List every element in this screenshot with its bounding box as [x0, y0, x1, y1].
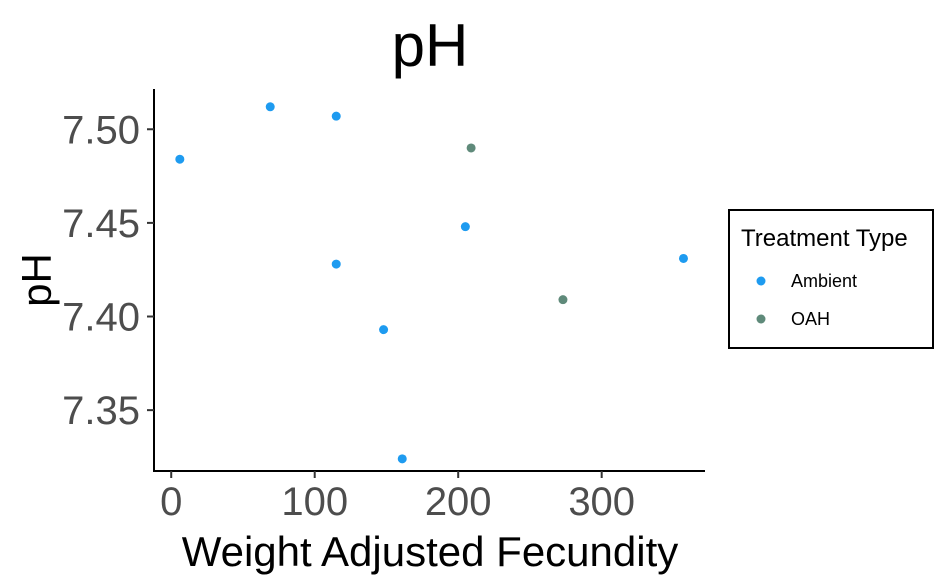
x-tick-label: 100	[281, 480, 348, 524]
data-point-oah	[558, 295, 568, 305]
y-ticks: 7.35 7.40 7.45 7.50	[62, 108, 154, 433]
data-point-ambient	[678, 253, 688, 263]
legend-key-oah	[756, 314, 766, 324]
legend-items: Ambient OAH	[756, 271, 857, 329]
y-tick-label: 7.35	[62, 389, 140, 433]
data-point-ambient	[379, 325, 389, 335]
data-point-ambient	[265, 102, 275, 112]
x-tick-label: 200	[425, 480, 492, 524]
y-axis-title: pH	[13, 253, 60, 307]
legend-label-oah: OAH	[791, 309, 830, 329]
x-ticks: 0 100 200 300	[160, 471, 635, 524]
legend-label-ambient: Ambient	[791, 271, 857, 291]
data-point-ambient	[331, 259, 341, 269]
chart-title: pH	[392, 12, 469, 79]
data-points	[175, 102, 688, 464]
y-tick-label: 7.50	[62, 108, 140, 152]
legend-title: Treatment Type	[741, 225, 908, 252]
legend: Treatment Type Ambient OAH	[728, 209, 934, 349]
y-tick-label: 7.40	[62, 296, 140, 340]
y-tick-label: 7.45	[62, 202, 140, 246]
legend-key-ambient	[756, 276, 766, 286]
data-point-ambient	[460, 222, 470, 232]
x-tick-label: 0	[160, 480, 182, 524]
data-point-ambient	[331, 111, 341, 121]
x-tick-label: 300	[568, 480, 635, 524]
x-axis-title: Weight Adjusted Fecundity	[182, 528, 679, 575]
data-point-ambient	[175, 154, 185, 164]
legend-box	[728, 209, 934, 349]
plot-area: 0 100 200 300 7.35 7.40 7.45 7.50	[62, 89, 705, 524]
data-point-oah	[466, 143, 476, 153]
data-point-ambient	[397, 454, 407, 464]
